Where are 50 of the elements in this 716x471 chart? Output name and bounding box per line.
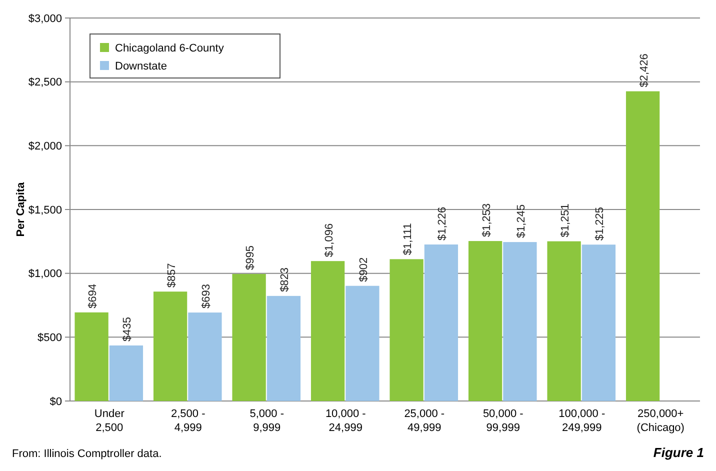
- y-tick-label: $0: [50, 396, 62, 408]
- data-label: $435: [122, 316, 134, 342]
- x-tick-label: 250,000+ (Chicago): [636, 408, 684, 434]
- data-label: $995: [244, 245, 257, 270]
- bar: [109, 345, 144, 401]
- bar: [390, 259, 424, 401]
- y-tick-label: $1,500: [28, 204, 62, 216]
- bar: [547, 241, 581, 401]
- data-label: $823: [279, 267, 292, 292]
- bar: [503, 242, 537, 401]
- legend-label: Downstate: [115, 60, 167, 72]
- text: From: Illinois Comptroller data.: [12, 448, 162, 460]
- x-tick-label: 100,000 - 249,999: [558, 408, 606, 434]
- y-tick-label: $1,000: [28, 268, 62, 280]
- data-label: $694: [87, 284, 100, 308]
- data-label: $1,226: [436, 206, 449, 240]
- y-tick-label: $3,000: [28, 12, 62, 25]
- data-label: $1,111: [402, 223, 414, 256]
- bar: [188, 312, 222, 401]
- data-label: $1,253: [480, 203, 493, 238]
- data-label: $857: [166, 263, 178, 288]
- bar: [232, 274, 266, 401]
- x-tick-label: 50,000 - 99,999: [482, 408, 524, 434]
- x-tick-label: 10,000 - 24,999: [325, 408, 366, 434]
- data-label: $1,251: [560, 204, 572, 238]
- bar: [424, 244, 458, 401]
- data-label: $902: [358, 257, 370, 282]
- y-axis-title: Per Capita: [15, 181, 27, 237]
- data-label: $1,225: [594, 206, 606, 241]
- bar: [346, 286, 380, 401]
- data-label: $1,245: [515, 204, 528, 238]
- legend-label: Chicagoland 6-County: [115, 42, 224, 54]
- bar: [266, 296, 301, 401]
- bar: [153, 292, 188, 401]
- data-label: $2,426: [638, 54, 650, 88]
- data-label: $693: [200, 284, 212, 309]
- data-label: $1,096: [323, 223, 336, 258]
- caption: Figure 1: [653, 445, 704, 460]
- bar: [582, 244, 616, 401]
- x-tick-label: 25,000 - 49,999: [404, 408, 445, 434]
- y-tick-label: $500: [38, 332, 62, 344]
- x-tick-label: Under 2,500: [94, 408, 125, 434]
- y-tick-label: $2,500: [28, 76, 62, 89]
- bar: [626, 91, 660, 401]
- x-tick-label: 5,000 - 9,999: [250, 408, 284, 434]
- bar: [468, 241, 502, 401]
- x-tick-label: 2,500 - 4,999: [171, 408, 206, 434]
- bar: [310, 261, 345, 401]
- y-tick-label: $2,000: [28, 140, 62, 153]
- bar: [74, 312, 108, 401]
